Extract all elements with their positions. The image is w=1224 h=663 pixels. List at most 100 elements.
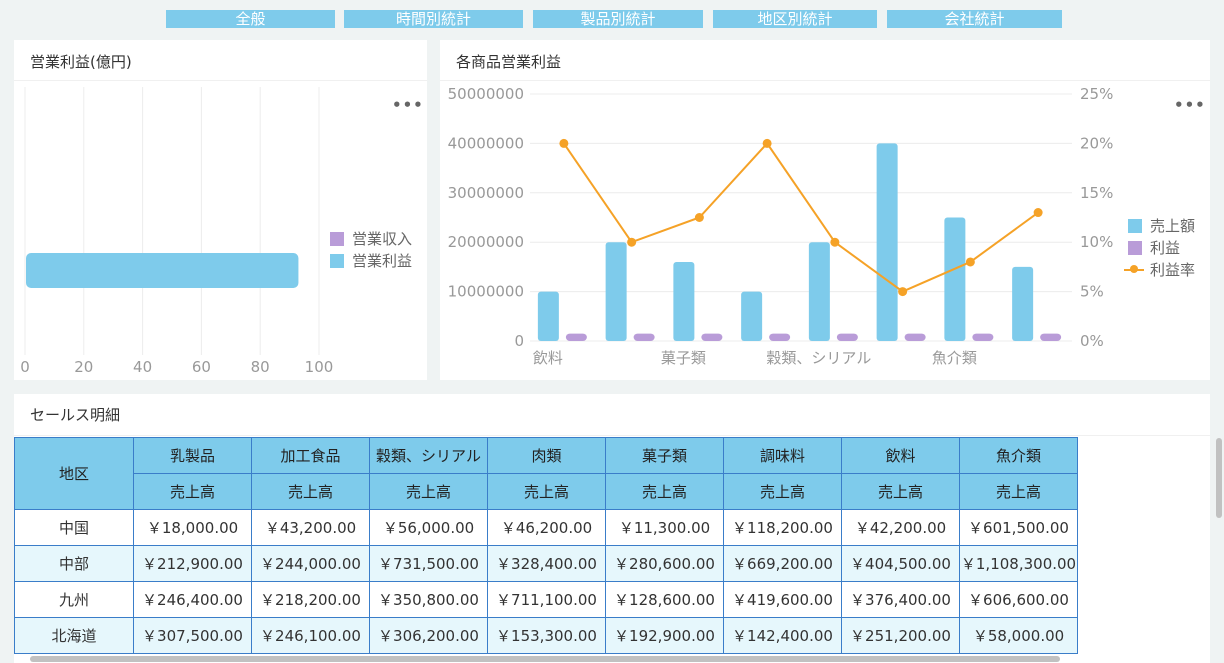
table-row[interactable]: 北海道 ￥307,500.00 ￥246,100.00 ￥306,200.00 ￥153…	[14, 617, 1078, 654]
sales-value-cell: ￥306,200.00	[369, 617, 488, 654]
legend-swatch	[330, 254, 344, 268]
legend-item-operating-revenue[interactable]: 営業収入	[330, 228, 412, 250]
y2-tick-label: 0%	[1080, 332, 1104, 350]
y-tick-label: 30000000	[448, 184, 524, 202]
category-header[interactable]: 穀類、シリアル	[369, 437, 488, 474]
sales-value-cell: ￥606,600.00	[959, 581, 1078, 618]
profit-rate-point	[762, 138, 772, 148]
table-row[interactable]: 中部 ￥212,900.00 ￥244,000.00 ￥731,500.00 ￥328,…	[14, 545, 1078, 582]
tab-region-stats[interactable]: 地区別統計	[713, 10, 877, 28]
divider	[440, 80, 1210, 81]
sales-value-cell: ￥731,500.00	[369, 545, 488, 582]
sales-value-cell: ￥711,100.00	[487, 581, 606, 618]
sales-value-cell: ￥246,100.00	[251, 617, 370, 654]
sales-value-cell: ￥58,000.00	[959, 617, 1078, 654]
y2-tick-label: 5%	[1080, 283, 1104, 301]
table-row[interactable]: 中国 ￥18,000.00 ￥43,200.00 ￥56,000.00 ￥46,200.…	[14, 509, 1078, 546]
legend-dot	[1130, 265, 1138, 273]
bar-profit	[701, 333, 723, 341]
legend-label: 営業利益	[352, 252, 413, 270]
bar-profit	[904, 333, 926, 341]
region-cell: 九州	[14, 581, 134, 618]
tab-company-stats[interactable]: 会社統計	[887, 10, 1062, 28]
sales-value-cell: ￥251,200.00	[841, 617, 960, 654]
bar-sales	[1012, 266, 1034, 341]
horizontal-scrollbar[interactable]	[30, 656, 1060, 662]
x-tick-label: 飲料	[533, 349, 563, 367]
x-tick-label: 60	[192, 358, 211, 376]
more-options-icon[interactable]: •••	[1174, 96, 1206, 114]
region-header[interactable]: 地区	[14, 437, 134, 510]
sales-value-cell: ￥246,400.00	[133, 581, 252, 618]
x-tick-label: 40	[133, 358, 152, 376]
sales-subheader: 売上高	[959, 473, 1078, 510]
sales-value-cell: ￥128,600.00	[605, 581, 724, 618]
sales-value-cell: ￥244,000.00	[251, 545, 370, 582]
bar-profit	[769, 333, 791, 341]
bar-sales	[537, 291, 559, 341]
bar-sales	[808, 242, 830, 341]
category-header[interactable]: 乳製品	[133, 437, 252, 474]
chart-legend: 売上額 利益 利益率	[1124, 215, 1196, 281]
tab-product-stats[interactable]: 製品別統計	[533, 10, 703, 28]
category-header[interactable]: 菓子類	[605, 437, 724, 474]
legend-label: 売上額	[1150, 217, 1196, 235]
legend-label: 利益率	[1150, 261, 1196, 279]
profit-rate-point	[694, 213, 704, 222]
sales-subheader: 売上高	[605, 473, 724, 510]
category-header[interactable]: 肉類	[487, 437, 606, 474]
sales-value-cell: ￥350,800.00	[369, 581, 488, 618]
y2-tick-label: 20%	[1080, 134, 1113, 152]
category-header[interactable]: 飲料	[841, 437, 960, 474]
product-profit-chart: 0 10000000 20000000 30000000 40000000 5000000…	[448, 85, 1114, 367]
x-tick-label: 80	[251, 358, 270, 376]
legend-item-operating-profit[interactable]: 営業利益	[330, 250, 412, 272]
sales-value-cell: ￥43,200.00	[251, 509, 370, 546]
y-tick-label: 10000000	[448, 283, 524, 301]
legend-item-profit-rate[interactable]: 利益率	[1124, 259, 1196, 281]
chart-legend: 営業収入 営業利益	[330, 228, 412, 272]
legend-item-profit[interactable]: 利益	[1128, 237, 1195, 259]
bar-profit	[836, 333, 858, 341]
tab-time-stats[interactable]: 時間別統計	[344, 10, 523, 28]
operating-profit-panel: 営業利益(億円) ••• 0 20 40 60 80 100 営業収入 営業利益	[14, 40, 427, 380]
sales-value-cell: ￥18,000.00	[133, 509, 252, 546]
sales-detail-panel: セールス明細 地区 乳製品 加工食品 穀類、シリアル 肉類 菓子類 調味料 飲料 魚介類 売上…	[14, 394, 1222, 663]
sales-value-cell: ￥142,400.00	[723, 617, 842, 654]
bar-profit	[565, 333, 587, 341]
tab-bar: 全般 時間別統計 製品別統計 地区別統計 会社統計	[0, 10, 1224, 28]
legend-swatch	[330, 232, 344, 246]
category-header[interactable]: 調味料	[723, 437, 842, 474]
table-row[interactable]: 九州 ￥246,400.00 ￥218,200.00 ￥350,800.00 ￥711,…	[14, 581, 1078, 618]
x-tick-label: 穀類、シリアル	[766, 349, 871, 367]
region-cell: 中部	[14, 545, 134, 582]
sales-subheader: 売上高	[487, 473, 606, 510]
sales-value-cell: ￥11,300.00	[605, 509, 724, 546]
bar-profit	[633, 333, 655, 341]
sales-value-cell: ￥1,108,300.00	[959, 545, 1078, 582]
region-cell: 北海道	[14, 617, 134, 654]
category-header[interactable]: 加工食品	[251, 437, 370, 474]
sales-value-cell: ￥192,900.00	[605, 617, 724, 654]
sales-value-cell: ￥212,900.00	[133, 545, 252, 582]
more-options-icon[interactable]: •••	[392, 96, 424, 114]
panel-title: 営業利益(億円)	[30, 53, 132, 71]
legend-swatch	[1128, 219, 1142, 233]
sales-subheader: 売上高	[369, 473, 488, 510]
x-tick-label: 菓子類	[661, 349, 706, 367]
vertical-scrollbar[interactable]	[1216, 438, 1222, 518]
legend-item-sales[interactable]: 売上額	[1128, 215, 1195, 237]
profit-rate-point	[898, 287, 908, 297]
category-header[interactable]: 魚介類	[959, 437, 1078, 474]
profit-rate-point	[965, 257, 975, 267]
sales-subheader: 売上高	[723, 473, 842, 510]
sales-value-cell: ￥56,000.00	[369, 509, 488, 546]
legend-label: 営業収入	[352, 230, 413, 248]
tab-overview[interactable]: 全般	[166, 10, 335, 28]
table-subheader-row: 売上高 売上高 売上高 売上高 売上高 売上高 売上高 売上高	[15, 473, 1078, 510]
y2-tick-label: 10%	[1080, 233, 1113, 251]
sales-value-cell: ￥118,200.00	[723, 509, 842, 546]
region-cell: 中国	[14, 509, 134, 546]
sales-value-cell: ￥669,200.00	[723, 545, 842, 582]
x-tick-label: 100	[305, 358, 334, 376]
